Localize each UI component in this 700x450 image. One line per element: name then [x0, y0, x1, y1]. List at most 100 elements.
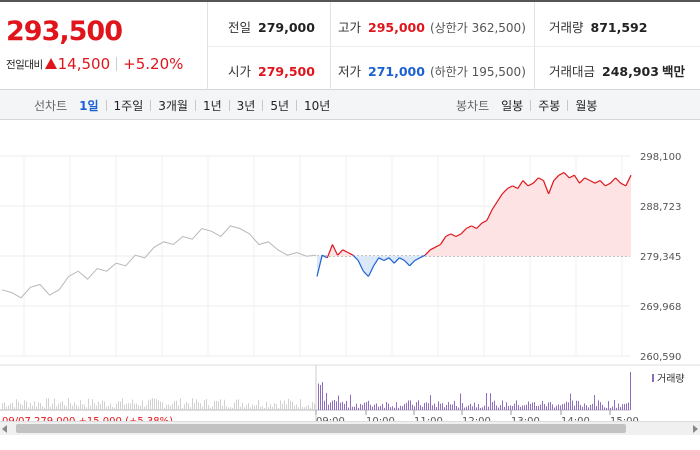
volume-bar-prev: [38, 402, 39, 410]
price-line-segment: [491, 201, 498, 211]
volume-bar-prev: [52, 403, 53, 410]
volume-bar-prev: [242, 403, 243, 410]
price-line-segment: [615, 177, 622, 184]
volume-bar-prev: [104, 401, 105, 410]
price-line-segment: [471, 225, 477, 230]
price-line-segment: [373, 257, 380, 267]
price-line-segment: [352, 254, 359, 261]
price-line-segment: [625, 174, 632, 187]
volume-bar-prev: [230, 407, 231, 410]
volume-bar: [348, 407, 349, 410]
volume-bar: [522, 405, 523, 410]
volume-bar-prev: [300, 399, 301, 410]
volume-bar: [558, 404, 559, 410]
volume-bar-prev: [184, 404, 185, 410]
volume-bar-prev: [152, 398, 153, 410]
volume-bar: [438, 401, 439, 410]
volume-bar-prev: [302, 407, 303, 410]
volume-bar: [430, 395, 431, 410]
prev-day-footnote: 09/07 279,000 +15,000 (+5.38%): [2, 416, 173, 421]
volume-bar-prev: [92, 399, 93, 410]
volume-bar: [418, 400, 419, 410]
volume-legend-swatch: [652, 374, 654, 382]
volume-bar: [514, 403, 515, 410]
volume-bar-prev: [200, 403, 201, 410]
volume-bar-prev: [58, 403, 59, 410]
price-line-segment: [337, 249, 344, 256]
tab-divider: [296, 99, 298, 111]
volume-bar: [440, 403, 441, 410]
price-line-segment: [620, 182, 627, 187]
volume-bar-prev: [154, 398, 155, 410]
volume-bar-prev: [46, 398, 47, 410]
price-line-segment: [579, 177, 586, 184]
volume-bar: [516, 400, 517, 410]
volume-bar-prev: [310, 407, 311, 410]
volume-bar: [320, 384, 321, 410]
tab-weekly-candle[interactable]: 주봉: [538, 98, 561, 113]
volume-bar: [434, 403, 435, 410]
volume-bar-prev: [170, 405, 171, 410]
volume-bar-prev: [284, 400, 285, 410]
volume-bar: [402, 406, 403, 410]
scroll-left-icon[interactable]: [2, 425, 7, 433]
price-line-segment: [419, 254, 426, 259]
tab-10year[interactable]: 10년: [304, 98, 331, 113]
trade-value-unit: 백만: [661, 64, 685, 79]
low-value: 271,000: [368, 64, 425, 79]
scroll-right-icon[interactable]: [693, 425, 698, 433]
volume-bar-prev: [276, 403, 277, 410]
tab-daily-candle[interactable]: 일봉: [501, 98, 524, 113]
volume-bar-prev: [296, 404, 297, 410]
volume-bar: [494, 400, 495, 410]
volume-bar: [608, 401, 609, 410]
price-line-segment: [527, 182, 534, 187]
tab-5year[interactable]: 5년: [270, 98, 290, 113]
tab-3year[interactable]: 3년: [236, 98, 256, 113]
price-line-segment: [507, 185, 513, 190]
volume-bar-prev: [56, 406, 57, 410]
volume-bar: [594, 395, 595, 410]
volume-bar: [406, 402, 407, 410]
price-line-segment: [321, 254, 328, 259]
price-line-segment: [347, 251, 354, 256]
volume-bar-prev: [188, 403, 189, 410]
volume-legend: 거래량: [657, 373, 685, 385]
volume-bar-prev: [258, 400, 259, 410]
tab-monthly-candle[interactable]: 월봉: [575, 98, 598, 113]
volume-bar: [548, 402, 549, 410]
volume-label: 거래량: [549, 20, 584, 35]
volume-bar: [538, 405, 539, 410]
volume-bar-prev: [256, 405, 257, 410]
volume-bar: [396, 402, 397, 410]
volume-bar-prev: [226, 406, 227, 410]
intraday-chart[interactable]: 298,100 288,723 279,345 269,968 260,590 거래량 …: [0, 121, 700, 421]
volume-bar: [414, 406, 415, 410]
volume-bar-prev: [64, 405, 65, 410]
volume-bar-prev: [204, 400, 205, 410]
price-line-segment: [589, 179, 596, 184]
volume-bar: [464, 407, 465, 410]
scroll-thumb[interactable]: [16, 424, 626, 433]
tab-1week[interactable]: 1주일: [113, 98, 144, 113]
volume-bar-prev: [220, 399, 221, 410]
tab-1day[interactable]: 1일: [79, 98, 99, 113]
price-line-segment: [450, 233, 457, 238]
volume-bar-prev: [118, 401, 119, 410]
volume-bar-prev: [146, 405, 147, 410]
line-chart-label: 선차트: [34, 98, 68, 113]
volume-bar-prev: [266, 401, 267, 410]
volume-bar: [372, 406, 373, 410]
volume-bar: [618, 403, 619, 410]
change-divider: [116, 57, 118, 71]
tab-3month[interactable]: 3개월: [158, 98, 188, 113]
prev-close-value: 279,000: [258, 20, 315, 35]
volume-bar-prev: [42, 406, 43, 410]
tab-1year[interactable]: 1년: [202, 98, 222, 113]
volume-bar-prev: [212, 406, 213, 410]
volume-bar: [588, 407, 589, 410]
volume-bar: [504, 406, 505, 410]
volume-bar: [492, 401, 493, 410]
chart-scrollbar[interactable]: [0, 421, 700, 435]
